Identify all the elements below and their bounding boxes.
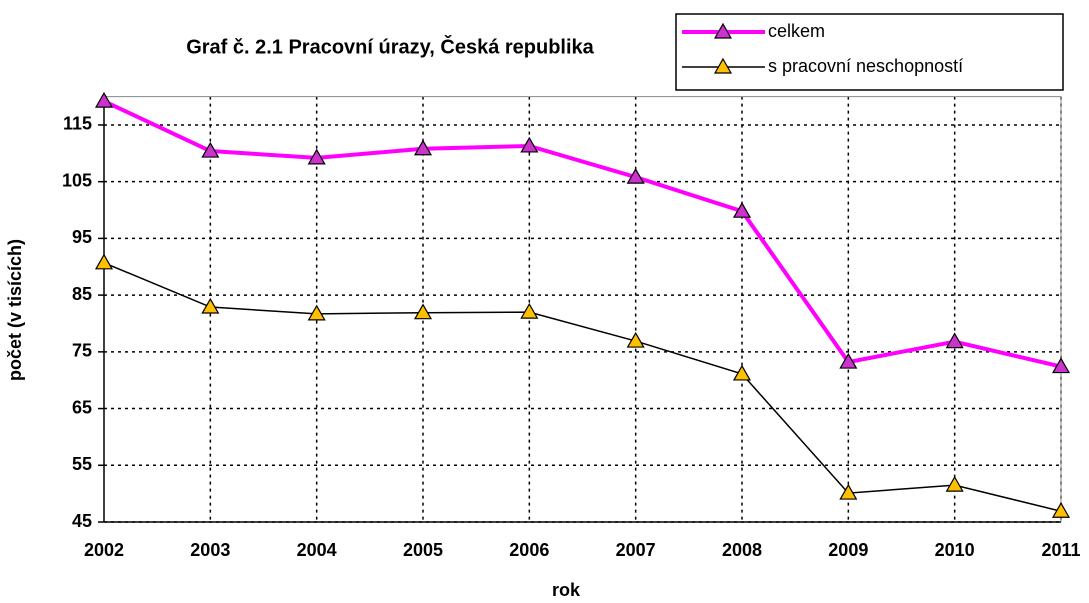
marker bbox=[307, 304, 326, 321]
marker bbox=[520, 136, 539, 153]
marker bbox=[201, 141, 220, 158]
x-tick-label: 2002 bbox=[84, 540, 124, 560]
x-tick-label: 2005 bbox=[403, 540, 443, 560]
chart-title: Graf č. 2.1 Pracovní úrazy, Česká republ… bbox=[186, 34, 594, 58]
y-tick-label: 105 bbox=[62, 170, 92, 190]
marker bbox=[839, 483, 858, 500]
marker bbox=[732, 364, 752, 381]
marker bbox=[945, 475, 964, 492]
x-tick-label: 2011 bbox=[1041, 540, 1080, 560]
legend-marker bbox=[713, 57, 733, 74]
marker bbox=[307, 148, 326, 165]
x-tick-label: 2010 bbox=[935, 540, 975, 560]
marker bbox=[1051, 357, 1071, 374]
x-tick-label: 2007 bbox=[616, 540, 656, 560]
marker bbox=[201, 297, 220, 314]
marker bbox=[413, 139, 433, 156]
x-tick-label: 2008 bbox=[722, 540, 762, 560]
y-tick-label: 65 bbox=[72, 397, 92, 417]
y-tick-label: 45 bbox=[72, 511, 92, 531]
marker bbox=[94, 91, 114, 108]
x-tick-label: 2004 bbox=[297, 540, 337, 560]
series-line bbox=[103, 262, 1062, 512]
marker bbox=[1051, 502, 1071, 518]
y-axis-label: počet (v tisících) bbox=[5, 239, 25, 381]
legend-marker bbox=[713, 22, 733, 39]
y-tick-label: 95 bbox=[72, 227, 92, 247]
marker bbox=[94, 253, 114, 270]
y-tick-label: 85 bbox=[72, 284, 92, 304]
legend-label: celkem bbox=[768, 21, 825, 41]
x-tick-label: 2006 bbox=[509, 540, 549, 560]
marker bbox=[413, 303, 433, 320]
legend-label: s pracovní neschopností bbox=[768, 56, 963, 76]
legend-box bbox=[675, 13, 1064, 91]
marker bbox=[839, 352, 858, 369]
y-tick-label: 75 bbox=[72, 341, 92, 361]
marker bbox=[520, 302, 539, 319]
marker bbox=[732, 201, 752, 218]
marker bbox=[626, 167, 645, 184]
x-tick-label: 2009 bbox=[828, 540, 868, 560]
y-tick-label: 115 bbox=[63, 114, 92, 134]
series-line bbox=[103, 99, 1062, 369]
x-axis-label: rok bbox=[552, 580, 581, 600]
marker bbox=[945, 332, 964, 349]
y-tick-label: 55 bbox=[72, 454, 92, 474]
marker bbox=[626, 331, 645, 348]
x-tick-label: 2003 bbox=[190, 540, 230, 560]
